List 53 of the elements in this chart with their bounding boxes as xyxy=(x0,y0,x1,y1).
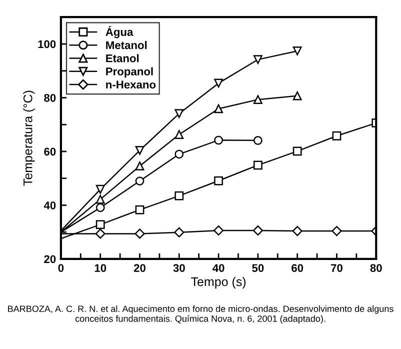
point xyxy=(135,176,144,186)
point xyxy=(96,194,105,204)
x-tick-label: 10 xyxy=(94,264,106,272)
point xyxy=(254,160,262,170)
legend-label: n-Hexano xyxy=(106,80,156,89)
x-axis-title: Tempo (s) xyxy=(191,276,246,289)
point xyxy=(332,226,342,236)
point xyxy=(292,146,302,156)
point xyxy=(292,91,302,100)
point xyxy=(214,104,223,114)
point xyxy=(174,150,184,159)
x-tick-label: 50 xyxy=(252,264,264,272)
point xyxy=(252,225,263,236)
legend-label: Água xyxy=(106,26,134,38)
x-tick-label: 30 xyxy=(173,264,185,272)
point xyxy=(254,136,262,145)
point xyxy=(332,131,342,140)
legend-label: Metanol xyxy=(106,40,147,50)
point xyxy=(135,205,144,214)
point xyxy=(96,220,105,230)
point xyxy=(214,136,223,145)
x-tick-label: 0 xyxy=(58,264,64,272)
point xyxy=(174,191,184,200)
point xyxy=(135,146,144,155)
point xyxy=(292,46,302,56)
x-tick-label: 80 xyxy=(370,264,382,272)
point xyxy=(134,228,145,239)
y-axis-title: Temperatura (°C) xyxy=(23,90,35,186)
point xyxy=(174,227,184,238)
y-tick-label: 40 xyxy=(44,201,56,210)
point xyxy=(135,162,144,170)
legend-label: Etanol xyxy=(106,54,139,62)
point xyxy=(96,203,105,212)
point xyxy=(292,226,302,236)
point xyxy=(174,130,184,139)
y-tick-label: 80 xyxy=(44,94,56,102)
point xyxy=(214,78,223,88)
x-tick-label: 70 xyxy=(331,264,342,272)
point xyxy=(254,55,262,64)
legend-label: Propanol xyxy=(106,67,153,78)
point xyxy=(214,225,224,236)
point xyxy=(174,109,184,118)
point xyxy=(96,184,105,194)
y-tick-label: 100 xyxy=(38,40,56,48)
point xyxy=(254,95,262,104)
x-tick-label: 20 xyxy=(134,264,146,272)
point xyxy=(95,228,106,239)
point xyxy=(214,176,223,186)
y-tick-label: 20 xyxy=(44,255,56,264)
text: BARBOZA, A. C. R. N. et al. Aquecimento em forno de micro-ondas. Desenvolvimento de alguns conceitos fundamentais. Química Nova, n. 6, 2001 (adaptado). xyxy=(8,305,394,324)
x-tick-label: 60 xyxy=(292,264,304,272)
y-tick-label: 60 xyxy=(44,148,56,156)
x-tick-label: 40 xyxy=(212,264,224,272)
